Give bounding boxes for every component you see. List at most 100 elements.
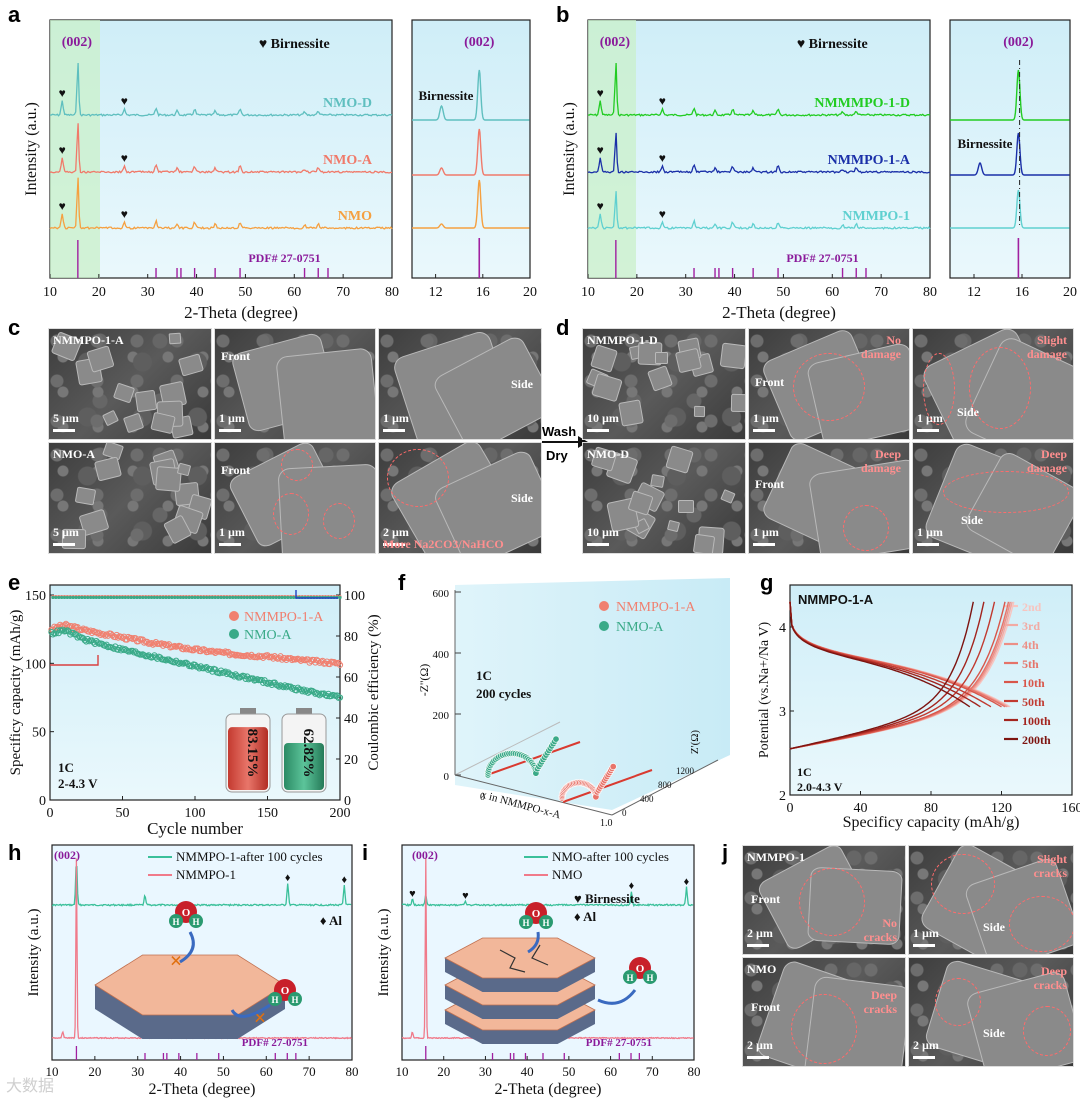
ce-point [176, 595, 180, 600]
atom-label: O [182, 907, 191, 919]
depth-tick-label: 1.0 [600, 818, 613, 829]
sem-image: Front 1 µm [214, 442, 376, 554]
x-tick-label: 0 [47, 806, 54, 821]
series-label: NMO-A [323, 153, 373, 168]
capacity-point [115, 634, 122, 641]
sem-image: NMO-A 5 µm [48, 442, 212, 554]
sem-annotation: No damage [861, 333, 901, 361]
sem-annotation: Slight damage [1027, 333, 1067, 361]
birnessite-marker: ♥ [409, 888, 416, 900]
x-axis-label: 2-Theta (degree) [148, 1081, 255, 1098]
plate-side [445, 958, 595, 992]
x-tick-label: 40 [854, 801, 868, 816]
atom-label: H [291, 995, 298, 1005]
capacity-point [328, 692, 335, 700]
sem-annotation: More Na2CO3/NaHCO [383, 537, 504, 551]
scale-bar-label: 10 µm [587, 525, 619, 539]
capacity-point [278, 656, 286, 663]
sem-annotation: Deep cracks [1033, 964, 1067, 992]
capacity-point [274, 682, 281, 689]
capacity-point [115, 646, 122, 653]
ce-point [106, 595, 110, 600]
sem-image: Side Deep cracks 2 µm [908, 957, 1074, 1067]
sem-image: Side 2 µm More Na2CO3/NaHCO [378, 442, 542, 554]
scale-bar [917, 429, 939, 432]
legend-label: 4th [1022, 638, 1039, 652]
arrow-water-path [527, 931, 540, 954]
x-tick-label: 50 [217, 1064, 230, 1079]
ce-point [228, 595, 232, 600]
x-tick-label: 10 [581, 285, 595, 300]
panel-h: h 10 20 30 40 50 60 70 80 2-Theta (degree) Intens… [8, 840, 359, 1098]
panel-label-i: i [362, 840, 368, 865]
panel-i: i 10 20 30 40 50 60 70 80 2-Theta (degree) Intens… [362, 840, 701, 1098]
annotation: 2.0-4.3 V [797, 780, 843, 794]
damage-region-circle [323, 503, 355, 539]
battery-cap [296, 708, 312, 714]
x-axis-label: 2-Theta (degree) [722, 303, 836, 322]
xrd-inset-trace-NMMMPO-1-D [950, 69, 1070, 121]
panel-label-a: a [8, 2, 21, 27]
scale-bar-label: 2 µm [913, 1038, 939, 1052]
crack-lines [499, 944, 549, 973]
ce-point [144, 595, 148, 600]
scale-bar [53, 543, 75, 546]
x-tick-label: 70 [303, 1064, 316, 1079]
sample-label: NMO-A [53, 447, 95, 461]
eis-point-nmo-a [552, 735, 560, 743]
scale-bar-label: 1 µm [913, 926, 939, 940]
scale-bar [219, 429, 241, 432]
legend-label: NMMPO-1-A [616, 600, 696, 615]
ce-point [190, 595, 194, 600]
peak-label: (002) [412, 848, 438, 862]
xrd-i-plot: 10 20 30 40 50 60 70 80 2-Theta (degree) Intensit… [376, 848, 701, 1098]
blocked-cross-icon: × [170, 948, 183, 973]
xrd-h-plot: 10 20 30 40 50 60 70 80 2-Theta (degree) Intensit… [26, 848, 359, 1098]
pdf-label: PDF# 27-0751 [242, 1037, 308, 1049]
x-axis-label: 2-Theta (degree) [184, 303, 298, 322]
capacity-point [90, 639, 97, 646]
x-axis-label: 2-Theta (degree) [494, 1081, 601, 1098]
x-tick-label: 40 [728, 285, 742, 300]
damage-region-circle [969, 347, 1031, 429]
depth-axis-label: Z'(Ω) [689, 730, 701, 755]
legend-label: 200th [1022, 733, 1051, 747]
legend-label: NMO-after 100 cycles [552, 849, 669, 864]
atom-label: H [271, 995, 278, 1005]
ce-point [120, 595, 125, 600]
scale-bar-label: 2 µm [747, 1038, 773, 1052]
sem-annotation: Slight cracks [1033, 852, 1067, 880]
annotation: 1C [58, 760, 74, 775]
al-marker: ♦ [629, 880, 635, 892]
sample-label: NMMPO-1-D [587, 333, 658, 347]
ce-point [239, 595, 243, 600]
ce-point [80, 595, 84, 600]
damage-region-circle [791, 994, 857, 1064]
capacity-point [267, 680, 274, 687]
y-axis-label: Intensity (a.u.) [23, 102, 40, 196]
sem-particle [74, 486, 97, 506]
series-label: NMMPO-1 [842, 209, 910, 224]
ce-point [161, 595, 165, 600]
hydrogen-atom [288, 992, 302, 1006]
scale-bar-label: 1 µm [917, 525, 943, 539]
capacity-point [51, 623, 58, 630]
view-label-front: Front [755, 477, 785, 491]
capacity-point [59, 626, 67, 633]
legend-label: 2nd [1022, 600, 1042, 614]
ce-point [225, 595, 229, 600]
scale-bar [917, 543, 939, 546]
ce-point [181, 595, 185, 600]
peak-label: (002) [62, 35, 93, 50]
ce-point [65, 595, 69, 600]
capacity-point [220, 649, 228, 656]
ce-point [94, 595, 98, 600]
capacity-point [141, 652, 148, 659]
sem-annotation: Deep damage [1027, 447, 1067, 475]
ce-point [257, 595, 261, 600]
x-tick-label: 10 [43, 285, 57, 300]
ce-point [210, 595, 214, 600]
legend-birnessite: ♥ Birnessite [574, 891, 640, 906]
birnessite-marker: ♥ [59, 199, 66, 213]
capacity-point [175, 660, 183, 667]
